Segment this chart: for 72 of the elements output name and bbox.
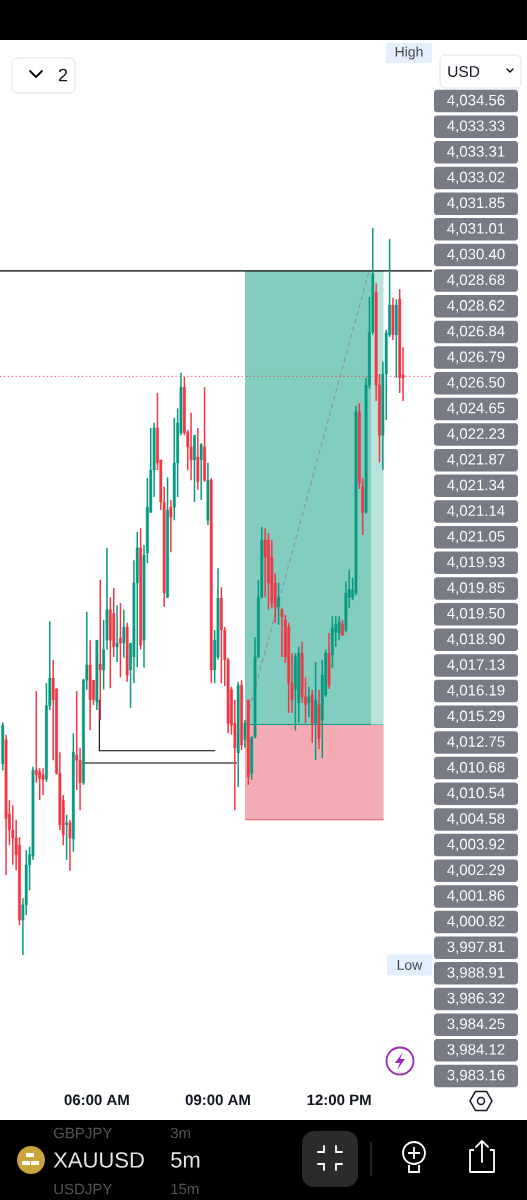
text: XAUUSD [53, 1152, 144, 1168]
candlestick [122, 608, 126, 659]
candlestick [277, 582, 280, 626]
text: 4,022.23 [447, 428, 505, 441]
text: 4,026.50 [447, 377, 505, 390]
text: 4,021.87 [447, 454, 505, 467]
text: 4,030.40 [447, 248, 505, 262]
text: 3,988.91 [447, 967, 505, 980]
text: 4,019.85 [447, 582, 505, 595]
text: 4,024.65 [447, 402, 505, 416]
candlestick [243, 719, 247, 749]
text: 4,033.02 [447, 171, 505, 185]
text: 3,997.81 [447, 941, 505, 954]
text: 4,031.85 [447, 197, 505, 210]
text: 4,017.13 [447, 659, 505, 672]
text: 3,984.25 [447, 1018, 505, 1031]
text: 4,021.05 [447, 530, 505, 544]
text: 4,015.29 [447, 710, 505, 723]
text: 4,033.31 [447, 146, 505, 159]
text: 4,021.14 [447, 505, 505, 518]
text: 4,004.58 [447, 813, 505, 826]
text: 3,983.16 [447, 1069, 505, 1083]
text: USDJPY [54, 1183, 113, 1195]
x-tick-label: 06:00 AM [64, 1094, 129, 1106]
candlestick [240, 679, 243, 751]
text: 3m [170, 1127, 191, 1139]
candlestick [166, 476, 169, 599]
text: Low [397, 960, 423, 970]
text: 4,018.90 [447, 633, 505, 646]
candlestick [203, 386, 206, 483]
text: 4,010.54 [447, 787, 505, 800]
text: 4,000.82 [447, 915, 505, 929]
text: 4,002.29 [447, 864, 505, 877]
text: 15m [171, 1183, 199, 1195]
text: 4,010.68 [447, 761, 505, 775]
candlestick [307, 685, 311, 719]
text: 4,003.92 [447, 838, 505, 852]
text: USD [448, 66, 480, 77]
text: 4,019.93 [447, 556, 505, 570]
text: 4,012.75 [447, 736, 505, 749]
text: 5m [171, 1152, 200, 1168]
candlestick [41, 767, 45, 796]
text: 3,986.32 [447, 992, 505, 1006]
candlestick [115, 604, 119, 663]
text: 4,031.01 [447, 223, 505, 236]
text: High [395, 46, 423, 60]
x-tick-label: 09:00 AM [185, 1094, 250, 1106]
candlestick [267, 532, 270, 611]
x-tick-label: 12:00 PM [307, 1094, 371, 1106]
candlestick [169, 499, 173, 553]
text: 2 [58, 68, 68, 82]
text: 4,026.79 [447, 351, 505, 364]
candlestick [68, 819, 72, 872]
candlestick [11, 804, 15, 866]
text: GBPJPY [53, 1127, 113, 1139]
text: 4,028.68 [447, 274, 505, 287]
text: 3,984.12 [447, 1044, 505, 1057]
candlestick [65, 813, 69, 861]
text: 4,019.50 [447, 607, 505, 621]
candlestick [193, 434, 196, 503]
candlestick [199, 442, 203, 501]
candlestick [330, 615, 334, 669]
text: 4,001.86 [447, 890, 505, 903]
text: 4,034.56 [447, 94, 505, 108]
text: 4,026.84 [447, 325, 505, 339]
text: 4,016.19 [447, 684, 505, 698]
text: 4,028.62 [447, 300, 505, 313]
text: 4,033.33 [447, 120, 505, 133]
candlestick [341, 619, 344, 637]
text: 4,021.34 [447, 479, 505, 493]
candlestick [119, 602, 122, 679]
candlestick [189, 411, 193, 482]
